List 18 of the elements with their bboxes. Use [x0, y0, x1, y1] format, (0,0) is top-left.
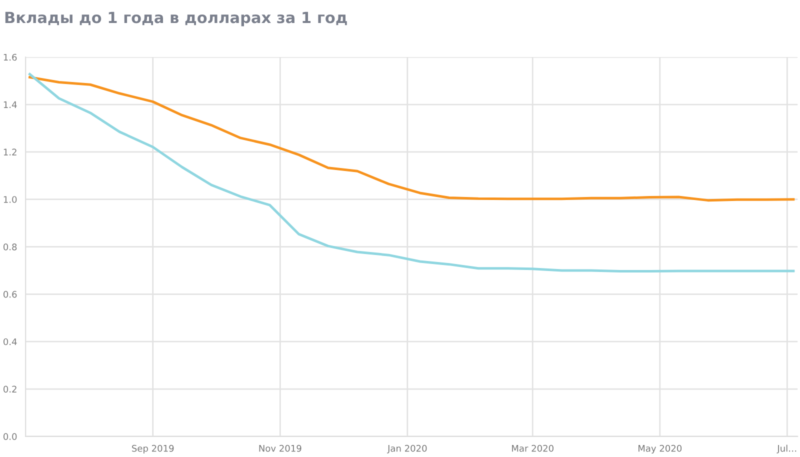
x-tick-label: Nov 2019: [259, 444, 302, 452]
y-tick-label: 0.2: [4, 386, 16, 393]
y-tick-label: 1.4: [4, 101, 17, 108]
x-tick-label: May 2020: [638, 444, 682, 454]
x-tick-label: Mar 2020: [512, 444, 554, 452]
y-tick-label: 0.6: [4, 290, 17, 298]
y-tick-label: 1.0: [4, 196, 17, 203]
line-series: [28, 76, 795, 202]
x-tick-label: Jan 2020: [387, 444, 427, 454]
line-series: [28, 72, 795, 272]
x-tick-label: Sep 2019: [132, 444, 174, 454]
y-tick-label: 0.8: [4, 244, 17, 250]
y-tick-label: 0.4: [4, 338, 17, 346]
y-tick-label: 1.2: [4, 148, 16, 156]
y-tick-label: 0.0: [4, 433, 17, 440]
y-tick-label: 1.6: [4, 54, 17, 61]
x-tick-label: Jul…: [776, 444, 796, 454]
chart-title: Вклады до 1 года в долларах за 1 год: [5, 12, 347, 26]
